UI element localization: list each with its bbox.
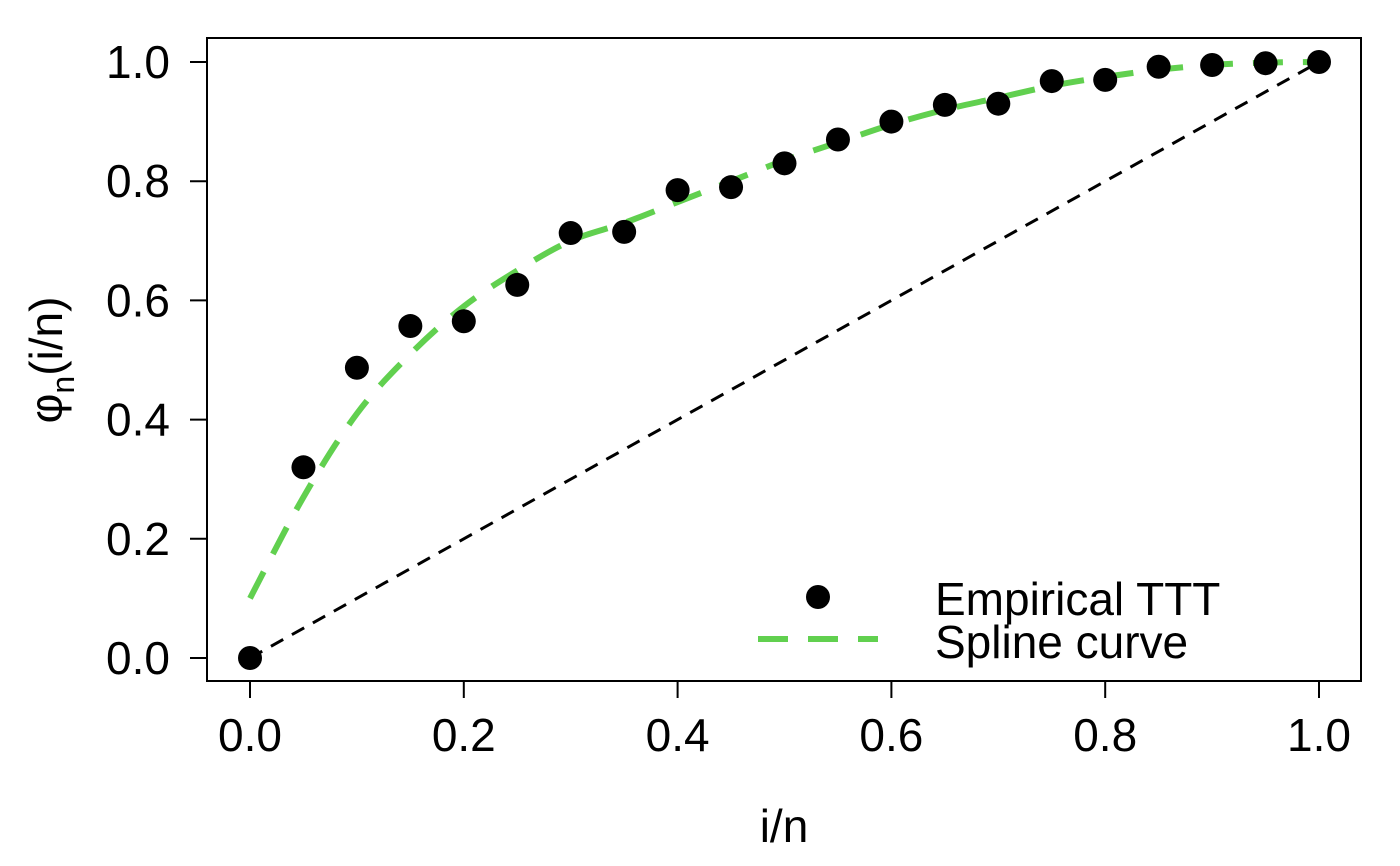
y-tick-label: 0.2 (106, 513, 170, 565)
empirical-ttt-point (1093, 67, 1118, 92)
empirical-ttt-point (451, 309, 476, 334)
x-tick-label: 1.0 (1287, 709, 1351, 761)
empirical-ttt-point (665, 178, 690, 203)
y-axis-title-argument: (i/n) (20, 297, 72, 376)
y-tick-label: 0.0 (106, 632, 170, 684)
empirical-ttt-point (1039, 69, 1064, 94)
x-tick-label: 0.4 (646, 709, 710, 761)
empirical-ttt-point (505, 272, 530, 297)
y-tick-label: 1.0 (106, 36, 170, 88)
empirical-ttt-point (825, 127, 850, 152)
empirical-ttt-point (291, 455, 316, 480)
empirical-ttt-point (344, 355, 369, 380)
plot-area (238, 50, 1331, 670)
empirical-ttt-point (986, 91, 1011, 116)
x-tick-label: 0.8 (1073, 709, 1137, 761)
empirical-ttt-point (1253, 51, 1278, 76)
empirical-ttt-point (932, 92, 957, 117)
legend-label-spline: Spline curve (935, 616, 1188, 668)
x-tick-label: 0.0 (218, 709, 282, 761)
y-axis-title: φn(i/n) (20, 297, 81, 424)
legend-marker-points (806, 585, 830, 609)
empirical-ttt-point (398, 314, 423, 339)
legend: Empirical TTT Spline curve (758, 573, 1220, 668)
y-tick-label: 0.8 (106, 155, 170, 207)
x-axis: 0.0 0.2 0.4 0.6 0.8 1.0 (218, 680, 1351, 761)
x-axis-title: i/n (760, 800, 809, 852)
x-tick-label: 0.6 (859, 709, 923, 761)
empirical-ttt-point (1146, 54, 1171, 79)
y-tick-label: 0.4 (106, 394, 170, 446)
empirical-ttt-point (719, 175, 744, 200)
y-axis-title-phi: φ (20, 394, 72, 424)
empirical-ttt-point (612, 219, 637, 244)
empirical-ttt-point (772, 151, 797, 176)
empirical-ttt-point (1307, 50, 1331, 74)
reference-diagonal-line (249, 60, 1320, 660)
legend-label-empirical: Empirical TTT (935, 573, 1220, 625)
y-tick-label: 0.6 (106, 274, 170, 326)
empirical-ttt-point (238, 646, 262, 670)
empirical-ttt-point (558, 221, 583, 246)
empirical-ttt-point (1200, 52, 1225, 77)
empirical-ttt-point (879, 109, 904, 134)
y-axis: 0.0 0.2 0.4 0.6 0.8 1.0 (106, 36, 208, 684)
y-axis-title-subscript: n (45, 376, 81, 394)
x-tick-label: 0.2 (432, 709, 496, 761)
